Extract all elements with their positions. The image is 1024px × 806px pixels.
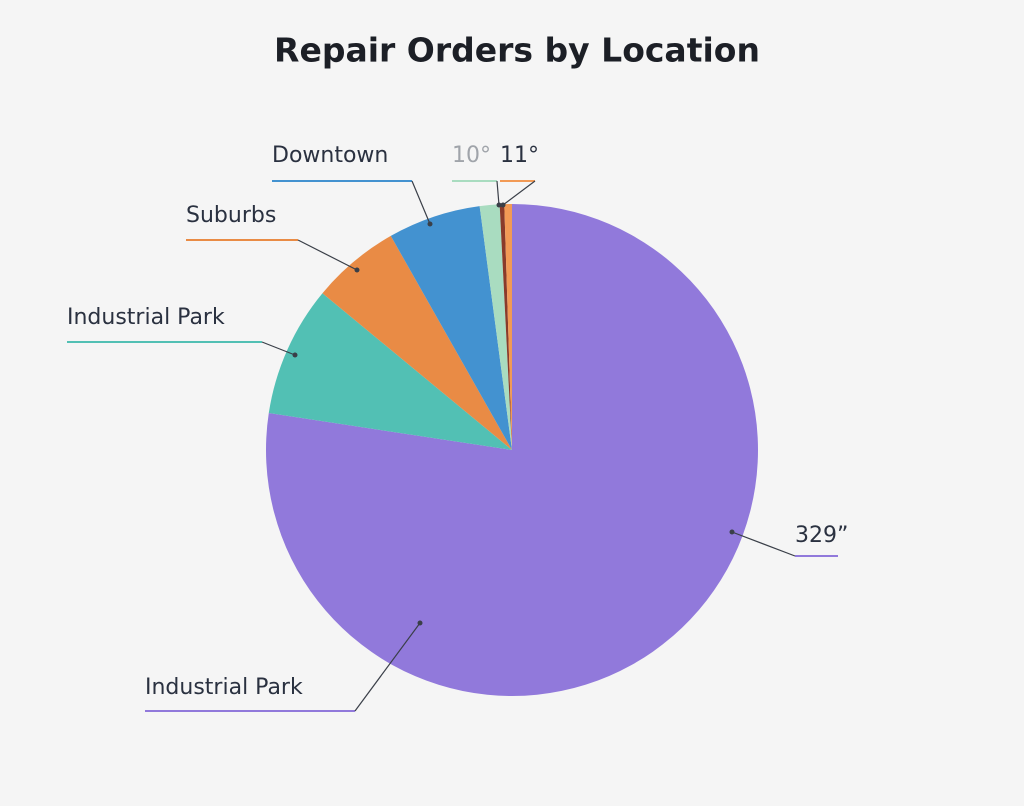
leader-dot	[292, 352, 298, 358]
leader-line	[354, 622, 421, 712]
pie-slice	[504, 204, 512, 450]
leader-dot	[729, 529, 735, 535]
slice-label: Industrial Park	[67, 305, 225, 330]
chart-title: Repair Orders by Location	[274, 31, 760, 70]
pie-slice	[322, 235, 512, 450]
slice-label: 10°	[452, 143, 491, 168]
leader-line	[411, 180, 431, 225]
slice-label: Downtown	[272, 143, 388, 168]
slice-label: 11°	[500, 143, 539, 168]
slice-label: Suburbs	[186, 203, 276, 228]
leader-dot	[496, 202, 502, 208]
pie-slice	[268, 293, 512, 450]
leader-line	[297, 239, 358, 271]
leader-dot	[417, 620, 423, 626]
leader-line	[261, 341, 296, 356]
leader-dot	[427, 221, 433, 227]
leader-line	[502, 180, 536, 206]
leader-line	[731, 531, 796, 557]
pie-slice	[499, 204, 512, 450]
leader-dot	[354, 267, 360, 273]
slice-label: Industrial Park	[145, 675, 303, 700]
pie-slice	[390, 206, 512, 450]
leader-line	[496, 180, 500, 206]
annotation: 329”	[795, 523, 848, 548]
pie-slice	[479, 204, 512, 450]
leader-dot	[500, 202, 506, 208]
